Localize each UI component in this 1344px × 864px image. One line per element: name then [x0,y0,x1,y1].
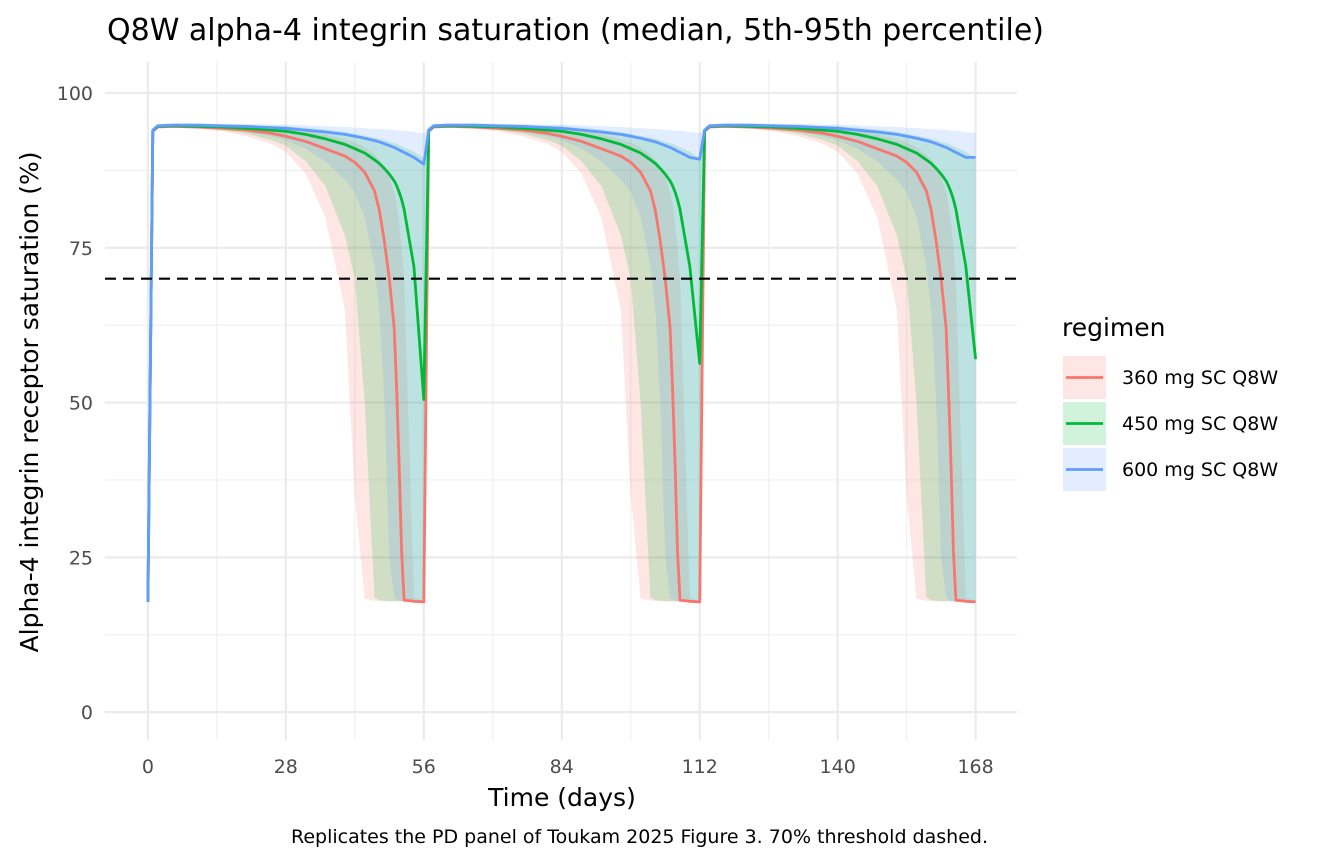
x-tick-label: 28 [274,756,298,778]
median-line-600mg [146,123,976,602]
x-tick-label: 112 [682,756,718,778]
legend-label: 360 mg SC Q8W [1122,367,1278,389]
median-line-360mg [146,125,976,604]
x-tick-label: 84 [550,756,574,778]
ribbon-360mg [147,124,976,602]
ribbon-450mg [147,123,976,602]
chart-title: Q8W alpha-4 integrin saturation (median,… [107,13,1044,48]
legend-label: 600 mg SC Q8W [1122,459,1278,481]
y-axis-ticks: 0 25 50 75 100 [57,83,93,724]
y-tick-label: 0 [81,702,93,724]
legend-item: 600 mg SC Q8W [1063,448,1278,491]
y-tick-label: 75 [69,238,93,260]
legend-item: 360 mg SC Q8W [1063,356,1278,399]
x-tick-label: 56 [412,756,436,778]
y-tick-label: 25 [69,547,93,569]
x-tick-label: 140 [820,756,856,778]
grid-major [105,62,1017,740]
legend-label: 450 mg SC Q8W [1122,413,1278,435]
legend: regimen 360 mg SC Q8W 450 mg SC Q8W 600 mg… [1062,313,1278,491]
y-tick-label: 50 [69,393,93,415]
ribbons [147,123,976,602]
x-axis-title: Time (days) [487,783,636,812]
median-lines [146,123,977,604]
caption: Replicates the PD panel of Toukam 2025 F… [291,826,988,848]
x-tick-label: 168 [957,756,993,778]
ribbon-600mg [147,123,976,602]
y-axis-title: Alpha-4 integrin receptor saturation (%) [15,152,44,653]
x-tick-label: 0 [142,756,154,778]
y-tick-label: 100 [57,83,93,105]
legend-item: 450 mg SC Q8W [1063,402,1278,445]
legend-title: regimen [1062,313,1166,342]
x-axis-ticks: 0 28 56 84 112 140 168 [142,756,994,778]
median-line-450mg [146,124,977,602]
